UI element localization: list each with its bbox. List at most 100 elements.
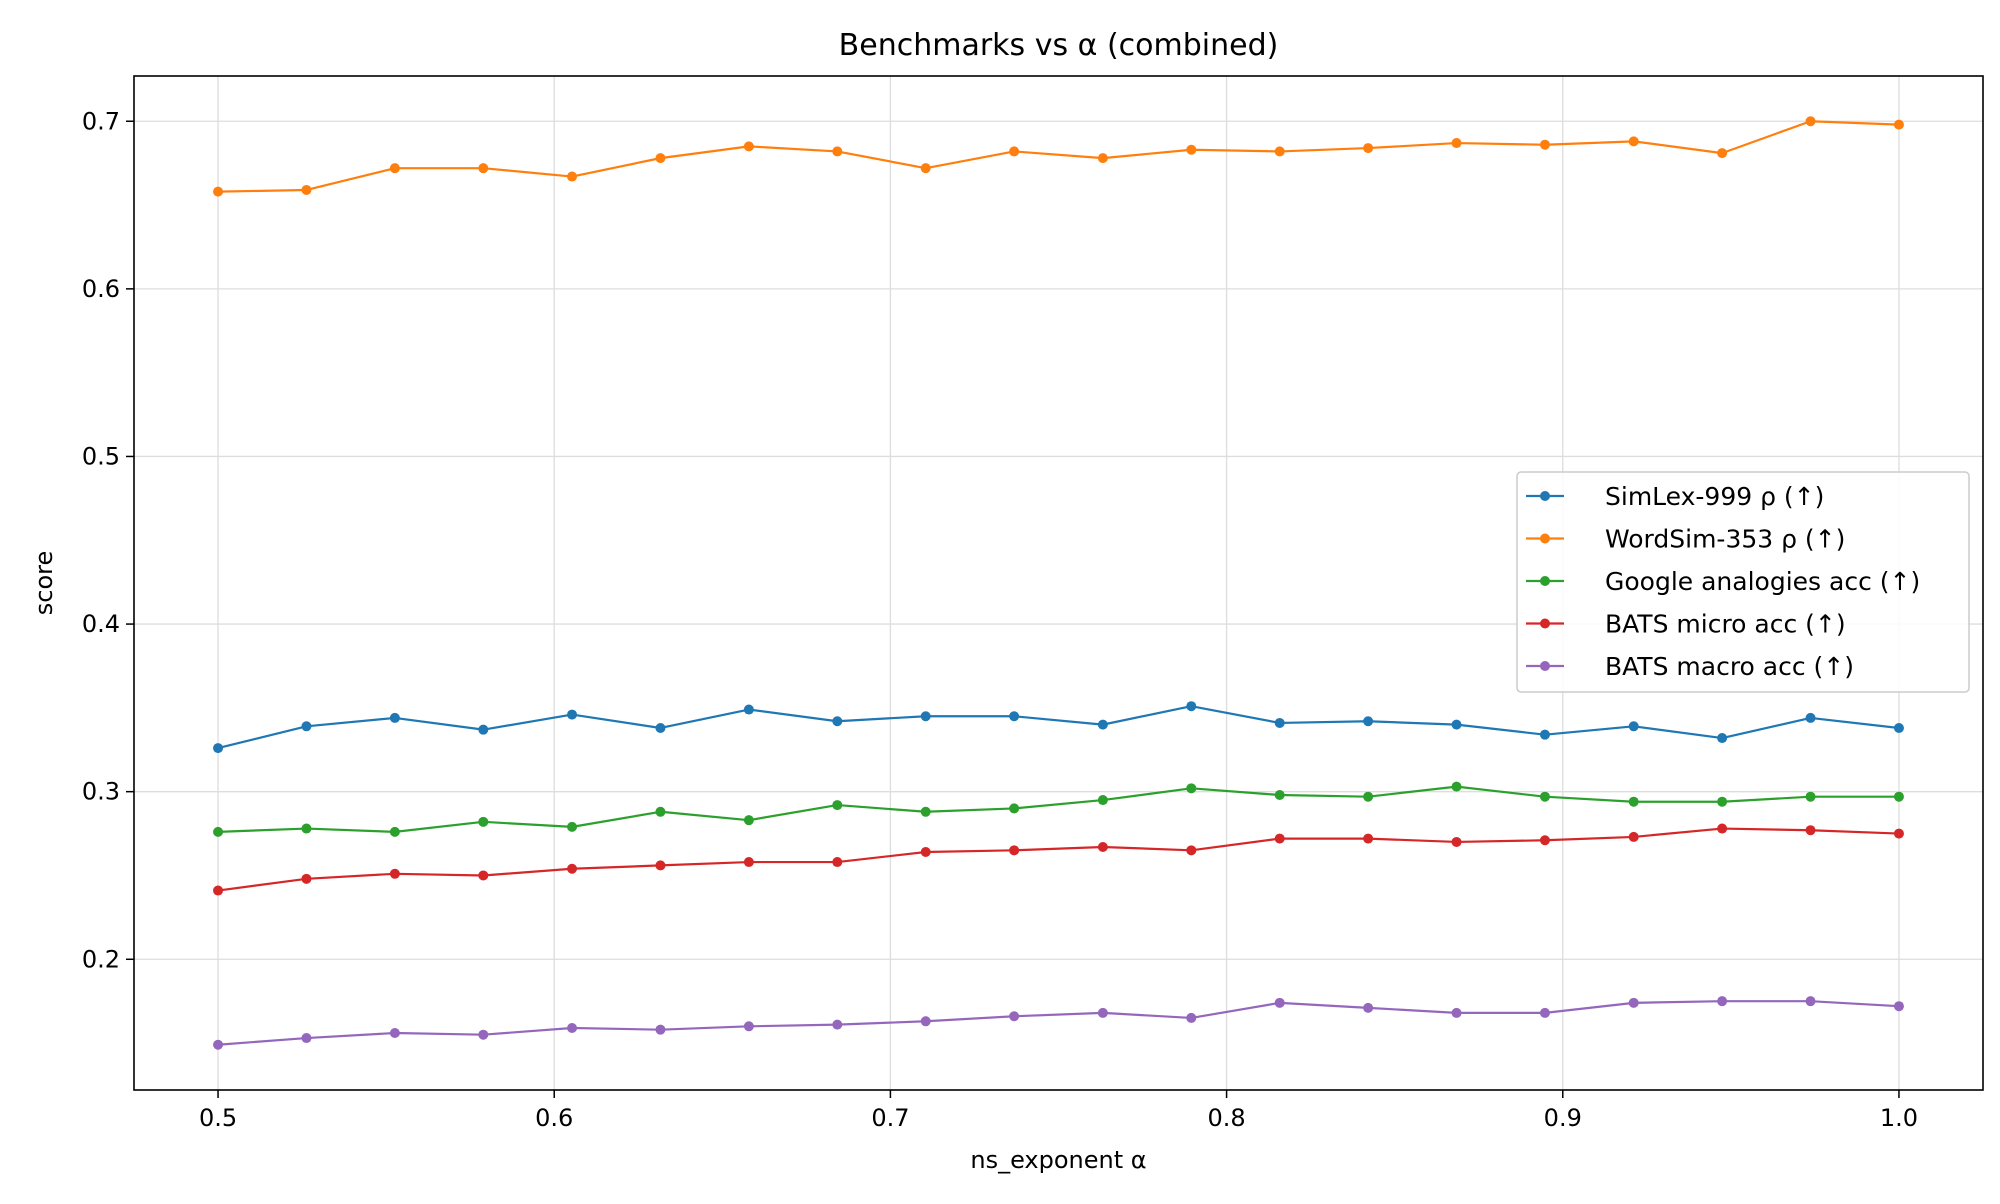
data-point (478, 870, 489, 881)
data-point (1097, 153, 1108, 164)
legend-item: Google analogies acc (↑) (1526, 567, 1920, 596)
data-point (1186, 701, 1197, 712)
data-point (1451, 719, 1462, 730)
data-point (1805, 996, 1816, 1007)
data-point (1274, 997, 1285, 1008)
data-point (1009, 803, 1020, 814)
data-point (1186, 144, 1197, 155)
series-line (218, 785, 1899, 833)
data-point (655, 1024, 666, 1035)
data-point (567, 1022, 578, 1033)
legend-items: SimLex-999 ρ (↑) WordSim-353 ρ (↑) Google … (1526, 482, 1920, 681)
legend-box (1516, 471, 1970, 693)
x-tick-label: 0.8 (1208, 1104, 1246, 1132)
data-point (1363, 143, 1374, 154)
legend-marker (1540, 533, 1550, 544)
legend-label: BATS macro acc (↑) (1605, 652, 1854, 681)
data-point (1097, 1007, 1108, 1018)
y-tick-label: 0.2 (82, 945, 120, 973)
data-point (1893, 1001, 1904, 1012)
series-group (213, 823, 1904, 896)
data-point (1451, 1007, 1462, 1018)
data-point (920, 847, 931, 858)
data-point (1893, 828, 1904, 839)
legend-item: WordSim-353 ρ (↑) (1526, 525, 1845, 554)
data-point (567, 709, 578, 720)
legend-item: SimLex-999 ρ (↑) (1526, 482, 1824, 511)
y-tick-label: 0.3 (82, 778, 120, 806)
data-point (1717, 148, 1728, 159)
data-point (301, 873, 312, 884)
data-point (567, 821, 578, 832)
data-point (1628, 136, 1639, 147)
data-point (478, 1029, 489, 1040)
data-point (1363, 716, 1374, 727)
data-point (920, 163, 931, 174)
data-point (1539, 835, 1550, 846)
data-point (920, 1016, 931, 1027)
legend-label: SimLex-999 ρ (↑) (1605, 482, 1824, 511)
data-point (478, 724, 489, 735)
series-group (213, 116, 1904, 197)
data-point (213, 885, 224, 896)
legend-label: BATS micro acc (↑) (1605, 610, 1846, 639)
data-point (655, 860, 666, 871)
data-point (743, 815, 754, 826)
x-tick-label: 0.7 (871, 1104, 909, 1132)
data-point (1717, 796, 1728, 807)
data-point (1009, 1011, 1020, 1022)
data-point (1893, 119, 1904, 130)
data-point (1539, 1007, 1550, 1018)
axis-ticks: 0.5 0.6 0.7 0.8 0.9 1.0 0.2 0.3 0.4 0.5 0.6 0.7 (82, 107, 1918, 1132)
data-point (832, 716, 843, 727)
data-point (1097, 719, 1108, 730)
data-point (920, 711, 931, 722)
data-point (1274, 833, 1285, 844)
data-point (743, 857, 754, 868)
data-point (389, 826, 400, 837)
data-point (1628, 997, 1639, 1008)
y-axis-label: score (30, 551, 58, 616)
data-point (1805, 712, 1816, 723)
legend-item: BATS macro acc (↑) (1526, 652, 1854, 681)
data-point (1717, 733, 1728, 744)
series-line (217, 705, 1900, 750)
legend: SimLex-999 ρ (↑) WordSim-353 ρ (↑) Google … (1516, 471, 1970, 693)
chart-title: Benchmarks vs α (combined) (839, 28, 1279, 63)
data-point (1186, 1012, 1197, 1023)
data-point (655, 722, 666, 733)
legend-item: BATS micro acc (↑) (1526, 610, 1846, 639)
data-point (1097, 841, 1108, 852)
series-group (213, 781, 1904, 837)
data-point (1186, 783, 1197, 794)
data-point (1628, 831, 1639, 842)
data-point (478, 816, 489, 827)
series-lines (213, 116, 1904, 1050)
x-axis-label: ns_exponent α (970, 1146, 1146, 1174)
data-point (832, 857, 843, 868)
legend-label: Google analogies acc (↑) (1605, 567, 1920, 596)
plot-frame (133, 75, 1984, 1091)
data-point (1717, 996, 1728, 1007)
data-point (1539, 729, 1550, 740)
x-tick-label: 0.9 (1544, 1104, 1582, 1132)
y-tick-label: 0.5 (82, 442, 120, 470)
data-point (301, 1033, 312, 1044)
legend-marker (1540, 661, 1550, 671)
data-point (743, 704, 754, 715)
data-point (213, 826, 224, 837)
series-line (217, 827, 1899, 892)
data-point (1451, 781, 1462, 792)
data-point (1451, 138, 1462, 149)
data-point (1274, 717, 1285, 728)
data-point (389, 868, 400, 879)
data-point (567, 171, 578, 182)
legend-marker (1540, 576, 1550, 586)
data-point (1363, 833, 1374, 844)
data-point (1274, 790, 1285, 801)
data-point (832, 1019, 843, 1030)
data-point (920, 806, 931, 817)
data-point (1363, 791, 1374, 802)
data-point (301, 184, 312, 195)
